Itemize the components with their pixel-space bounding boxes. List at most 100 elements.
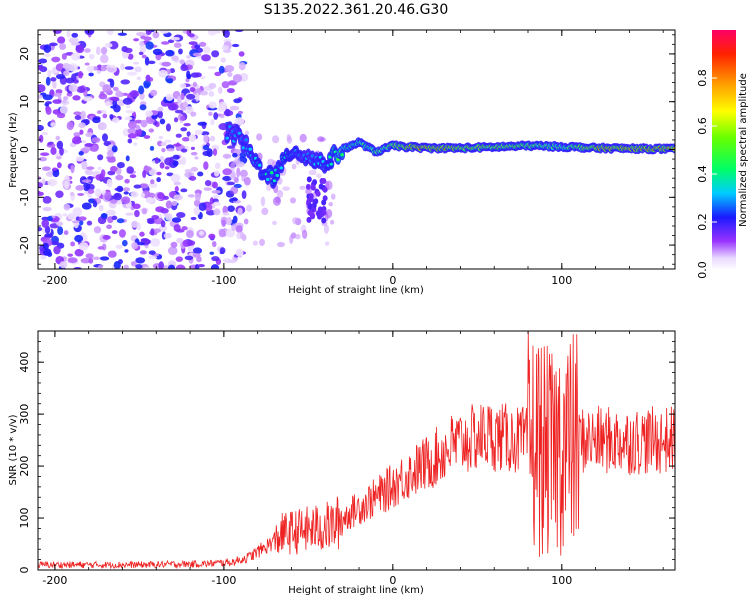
spectrogram-noise-cell [203, 187, 212, 191]
spectrogram-noise-cell [192, 253, 201, 258]
spectrogram-noise-cell [203, 161, 209, 170]
spectrogram-noise-cell [113, 261, 121, 269]
spectrogram-noise-cell [80, 232, 87, 237]
spectrogram-noise-cell [79, 129, 84, 135]
spectrogram-noise-cell [160, 208, 169, 214]
spectrogram-noise-cell [166, 78, 174, 84]
x-tick-label: -100 [211, 274, 236, 287]
spectrogram-noise-cell [143, 166, 152, 172]
spectrogram-noise-cell [173, 117, 179, 123]
spectrogram-noise-cell [154, 157, 159, 164]
spectrogram-noise-cell [221, 219, 226, 227]
spectrogram-noise-cell [43, 53, 51, 58]
spectrogram-noise-cell [134, 128, 143, 137]
spectrogram-noise-cell [152, 31, 160, 39]
spectrogram-noise-cell [52, 80, 57, 89]
spectrogram-noise-cell [180, 92, 185, 101]
spectrogram-noise-cell [186, 240, 196, 246]
spectrogram-noise-cell [112, 117, 120, 124]
spectrogram-noise-cell [231, 197, 238, 202]
spectrogram-noise-cell [73, 132, 81, 137]
spectrogram-noise-cell [260, 196, 266, 207]
spectrogram-noise-cell [102, 113, 108, 119]
spectrogram-noise-cell [120, 63, 125, 71]
spectrogram-noise-cell [134, 119, 143, 124]
spectrogram-noise-cell [69, 191, 75, 197]
spectrogram-noise-cell [272, 135, 280, 144]
spectrogram-noise-cell [234, 156, 241, 165]
spectrogram-noise-cell [221, 45, 229, 51]
spectrogram-noise-cell [71, 32, 79, 38]
y-tick-label: 200 [18, 456, 31, 477]
spectrogram-noise-cell [118, 229, 126, 238]
spectrogram-noise-cell [233, 98, 242, 104]
colorbar-tick-label: 0.6 [696, 117, 709, 135]
spectrogram-noise-cell [220, 102, 228, 110]
spectrogram-noise-cell [194, 44, 201, 49]
spectrogram-noise-cell [172, 154, 180, 160]
spectrogram-noise-cell [150, 228, 155, 236]
spectrogram-noise-cell [222, 168, 233, 176]
spectrogram-noise-cell [171, 200, 178, 206]
spectrogram-noise-cell [219, 247, 226, 254]
spectrogram-noise-cell [121, 196, 131, 205]
spectrogram-noise-cell [57, 36, 66, 44]
spectrogram-noise-cell [134, 209, 140, 218]
spectrogram-noise-cell [55, 74, 66, 80]
spectrogram-noise-cell [172, 160, 179, 167]
spectrogram-noise-cell [150, 237, 161, 247]
spectrogram-ridge-plume [306, 176, 312, 183]
spectrogram-noise-cell [50, 122, 56, 128]
spectrogram-noise-cell [125, 212, 134, 216]
spectrogram-noise-cell [75, 184, 85, 191]
spectrogram-noise-cell [40, 152, 50, 157]
spectrogram-noise-cell [328, 201, 333, 207]
spectrogram-noise-cell [86, 220, 93, 226]
y-tick-label: 20 [18, 47, 31, 61]
spectrogram-noise-cell [72, 220, 80, 224]
spectrogram-noise-cell [232, 215, 238, 224]
spectrogram-noise-cell [200, 90, 209, 96]
spectrogram-noise-cell [41, 219, 50, 228]
spectrogram-noise-cell [212, 148, 218, 156]
spectrogram-noise-cell [87, 193, 93, 198]
spectrogram-noise-cell [85, 170, 94, 176]
spectrogram-noise-cell [127, 133, 137, 139]
spectrogram-noise-cell [67, 213, 76, 220]
spectrogram-noise-cell [189, 175, 197, 181]
spectrogram-noise-cell [130, 261, 137, 267]
spectrogram-noise-cell [294, 233, 301, 240]
spectrogram-noise-cell [94, 188, 102, 198]
spectrogram-noise-cell [239, 169, 248, 178]
spectrogram-noise-cell [103, 141, 112, 147]
spectrogram-noise-cell [107, 170, 116, 176]
spectrogram-noise-cell [63, 230, 69, 236]
spectrogram-noise-cell [234, 117, 245, 126]
spectrogram-noise-cell [102, 84, 112, 93]
spectrogram-noise-cell [208, 233, 216, 240]
spectrogram-noise-cell [126, 166, 134, 174]
spectrogram-noise-cell [165, 93, 174, 102]
spectrogram-noise-cell [211, 240, 217, 248]
spectrogram-noise-cell [38, 66, 43, 71]
spectrogram-ridge-core [275, 173, 280, 178]
spectrogram-noise-cell [194, 192, 201, 202]
spectrogram-noise-cell [59, 261, 68, 269]
spectrogram-noise-cell [72, 136, 82, 145]
spectrogram-noise-cell [139, 104, 147, 111]
spectrogram-noise-cell [171, 55, 179, 61]
colorbar-tick-label: 0.2 [696, 213, 709, 231]
spectrogram-noise-cell [143, 82, 150, 89]
spectrogram-noise-cell [222, 175, 232, 182]
spectrogram-ridge-core [329, 162, 334, 166]
spectrogram-noise-cell [127, 138, 133, 144]
spectrogram-noise-cell [145, 74, 151, 82]
spectrogram-noise-cell [207, 65, 217, 70]
spectrogram-noise-cell [66, 30, 71, 38]
spectrogram-noise-cell [209, 251, 214, 255]
spectrogram-noise-cell [95, 46, 101, 56]
spectrogram-noise-cell [168, 50, 173, 56]
spectrogram-noise-cell [272, 220, 277, 226]
spectrogram-noise-cell [158, 224, 168, 232]
spectrogram-ridge-plume [321, 217, 327, 224]
